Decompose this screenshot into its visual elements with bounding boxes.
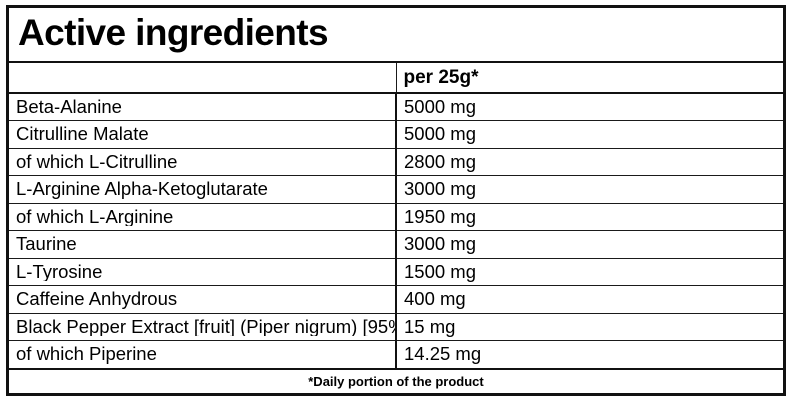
ingredient-amount-cell: 400 mg <box>396 285 783 314</box>
table-row: Beta-Alanine 5000 mg <box>9 92 783 122</box>
title-row: Active ingredients <box>9 8 783 63</box>
ingredient-name-cell: of which Piperine <box>9 340 397 370</box>
ingredient-amount-cell: 2800 mg <box>396 147 783 177</box>
ingredient-name: L-Tyrosine <box>16 262 103 282</box>
ingredient-amount: 2800 mg <box>404 150 476 172</box>
header-cell-name <box>9 61 397 94</box>
ingredient-name-cell: Black Pepper Extract [fruit] (Piper nigr… <box>9 312 397 342</box>
footnote-cell: *Daily portion of the product <box>9 367 783 393</box>
table-row: of which L-Arginine 1950 mg <box>9 202 783 232</box>
ingredient-amount-cell: 3000 mg <box>396 230 783 259</box>
table-row: Black Pepper Extract [fruit] (Piper nigr… <box>9 312 783 342</box>
ingredient-amount: 3000 mg <box>404 233 476 255</box>
table-row: Citrulline Malate 5000 mg <box>9 120 783 149</box>
ingredient-amount-cell: 15 mg <box>396 312 783 342</box>
ingredient-name: Citrulline Malate <box>16 125 149 144</box>
table-row: Taurine 3000 mg <box>9 230 783 259</box>
ingredient-name-cell: Citrulline Malate <box>9 120 397 149</box>
table-row: of which Piperine 14.25 mg <box>9 340 783 370</box>
ingredient-name-cell: Taurine <box>9 230 397 259</box>
ingredient-amount: 14.25 mg <box>404 343 482 365</box>
header-label-amount: per 25g* <box>403 66 479 88</box>
ingredient-name-cell: Beta-Alanine <box>9 92 397 122</box>
ingredient-name-cell: L-Tyrosine <box>9 257 397 287</box>
ingredient-amount-cell: 3000 mg <box>396 175 783 204</box>
ingredient-amount: 15 mg <box>404 315 456 337</box>
ingredient-amount: 1500 mg <box>404 260 476 282</box>
table-row: Caffeine Anhydrous 400 mg <box>9 285 783 314</box>
ingredient-name-cell: L-Arginine Alpha-Ketoglutarate <box>9 175 397 204</box>
ingredient-name: L-Arginine Alpha-Ketoglutarate <box>16 180 268 199</box>
ingredient-name: Black Pepper Extract [fruit] (Piper nigr… <box>16 317 395 337</box>
page-title: Active ingredients <box>18 12 329 54</box>
ingredient-name: Caffeine Anhydrous <box>16 290 178 309</box>
ingredient-name: of which Piperine <box>16 345 157 364</box>
ingredient-amount-cell: 1500 mg <box>396 257 783 287</box>
ingredient-amount: 3000 mg <box>404 178 476 200</box>
ingredient-amount: 1950 mg <box>404 205 476 227</box>
header-cell-amount: per 25g* <box>395 61 783 94</box>
table-row: L-Tyrosine 1500 mg <box>9 257 783 287</box>
ingredient-name-cell: of which L-Citrulline <box>9 147 397 177</box>
ingredient-amount-cell: 1950 mg <box>396 202 783 232</box>
active-ingredients-panel: Active ingredients per 25g* Beta-Alanine… <box>6 5 786 396</box>
ingredient-amount: 5000 mg <box>404 95 476 117</box>
ingredient-name-cell: of which L-Arginine <box>9 202 397 232</box>
ingredients-table: Active ingredients per 25g* Beta-Alanine… <box>9 8 783 393</box>
table-row: L-Arginine Alpha-Ketoglutarate 3000 mg <box>9 175 783 204</box>
ingredients-table-body: Active ingredients per 25g* Beta-Alanine… <box>9 8 783 393</box>
ingredient-name: of which L-Citrulline <box>16 152 178 172</box>
ingredient-amount-cell: 5000 mg <box>396 120 783 149</box>
ingredient-amount-cell: 14.25 mg <box>396 340 783 370</box>
footnote-text: *Daily portion of the product <box>308 373 484 389</box>
table-row: of which L-Citrulline 2800 mg <box>9 147 783 177</box>
ingredient-name-cell: Caffeine Anhydrous <box>9 285 397 314</box>
footnote-row: *Daily portion of the product <box>9 367 783 393</box>
ingredient-amount-cell: 5000 mg <box>396 92 783 122</box>
ingredient-amount: 5000 mg <box>404 123 476 145</box>
ingredient-name: of which L-Arginine <box>16 207 174 227</box>
column-header-row: per 25g* <box>9 61 783 94</box>
ingredient-name: Beta-Alanine <box>16 97 122 117</box>
title-cell: Active ingredients <box>9 8 783 63</box>
ingredient-amount: 400 mg <box>404 288 466 310</box>
ingredient-name: Taurine <box>16 235 77 254</box>
